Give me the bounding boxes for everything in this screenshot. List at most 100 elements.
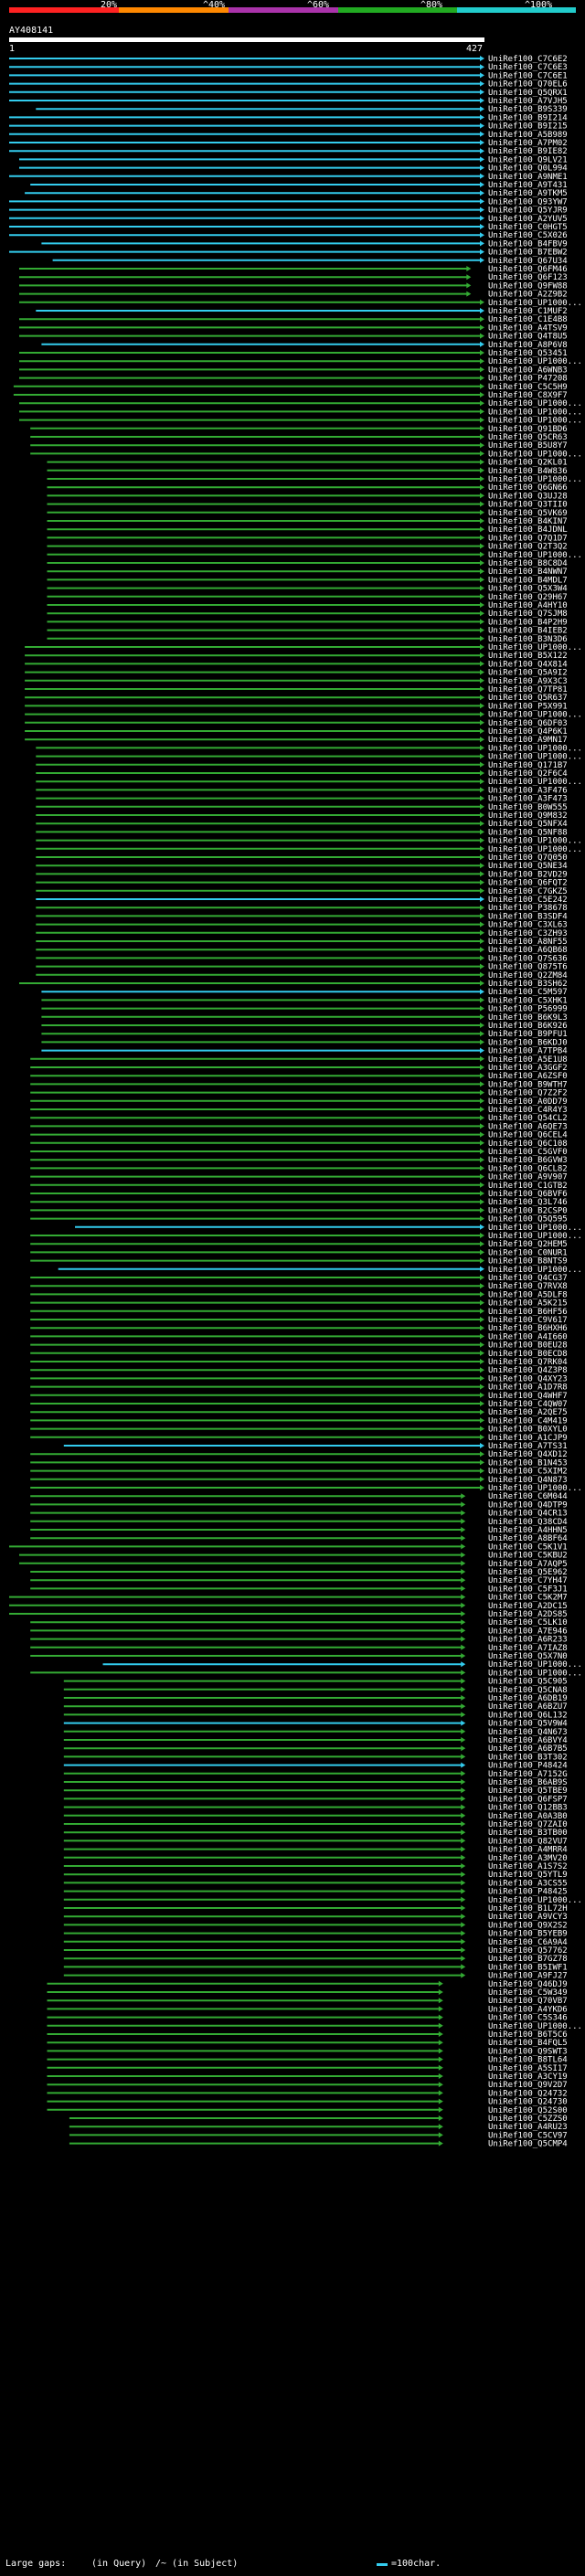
hit-label[interactable]: UniRef100_A2Z9B2 bbox=[488, 291, 568, 300]
hit-label[interactable]: UniRef100_B9PFU1 bbox=[488, 1030, 568, 1039]
hit-label[interactable]: UniRef100_UP1000... bbox=[488, 1232, 582, 1241]
hit-label[interactable]: UniRef100_B0XYL0 bbox=[488, 1426, 568, 1435]
hit-label[interactable]: UniRef100_A3F473 bbox=[488, 795, 568, 804]
hit-label[interactable]: UniRef100_Q4Z3P8 bbox=[488, 1366, 568, 1375]
hit-label[interactable]: UniRef100_B9I215 bbox=[488, 122, 568, 132]
hit-label[interactable]: UniRef100_P47208 bbox=[488, 375, 568, 384]
hit-label[interactable]: UniRef100_Q91BD6 bbox=[488, 425, 568, 434]
hit-label[interactable]: UniRef100_Q7SJM8 bbox=[488, 610, 568, 619]
hit-label[interactable]: UniRef100_UP1000... bbox=[488, 408, 582, 417]
hit-label[interactable]: UniRef100_B5U8Y7 bbox=[488, 441, 568, 451]
hit-label[interactable]: UniRef100_A7PM02 bbox=[488, 139, 568, 148]
hit-label[interactable]: UniRef100_B2CSP0 bbox=[488, 1206, 568, 1215]
hit-label[interactable]: UniRef100_B4KIN7 bbox=[488, 517, 568, 526]
hit-label[interactable]: UniRef100_Q5C905 bbox=[488, 1678, 568, 1687]
hit-label[interactable]: UniRef100_C8X9F7 bbox=[488, 391, 568, 400]
hit-label[interactable]: UniRef100_Q4CG37 bbox=[488, 1274, 568, 1283]
hit-label[interactable]: UniRef100_A9VCY3 bbox=[488, 1913, 568, 1922]
hit-label[interactable]: UniRef100_Q3TII0 bbox=[488, 501, 568, 510]
hit-label[interactable]: UniRef100_B8C8D4 bbox=[488, 559, 568, 568]
hit-label[interactable]: UniRef100_B4JDNL bbox=[488, 525, 568, 535]
hit-label[interactable]: UniRef100_B6HXH6 bbox=[488, 1324, 568, 1333]
hit-label[interactable]: UniRef100_Q9M832 bbox=[488, 811, 568, 821]
hit-label[interactable]: UniRef100_C5CV97 bbox=[488, 2131, 568, 2140]
hit-label[interactable]: UniRef100_C5XIM2 bbox=[488, 1468, 568, 1477]
hit-label[interactable]: UniRef100_P5X991 bbox=[488, 702, 568, 711]
hit-label[interactable]: UniRef100_C0NUR1 bbox=[488, 1248, 568, 1257]
hit-label[interactable]: UniRef100_Q7Q1D7 bbox=[488, 534, 568, 543]
hit-label[interactable]: UniRef100_Q2F6C4 bbox=[488, 769, 568, 779]
hit-label[interactable]: UniRef100_C5X026 bbox=[488, 231, 568, 240]
hit-label[interactable]: UniRef100_B9IE82 bbox=[488, 147, 568, 156]
hit-label[interactable]: UniRef100_Q5E962 bbox=[488, 1568, 568, 1577]
hit-label[interactable]: UniRef100_A9FJ27 bbox=[488, 1972, 568, 1981]
hit-label[interactable]: UniRef100_Q67U34 bbox=[488, 257, 568, 266]
hit-label[interactable]: UniRef100_A9NME1 bbox=[488, 173, 568, 182]
hit-label[interactable]: UniRef100_A5E1U8 bbox=[488, 1055, 568, 1065]
hit-label[interactable]: UniRef100_Q4DTP9 bbox=[488, 1500, 568, 1510]
hit-label[interactable]: UniRef100_B4W836 bbox=[488, 467, 568, 476]
hit-label[interactable]: UniRef100_Q5R637 bbox=[488, 694, 568, 703]
hit-label[interactable]: UniRef100_Q52S00 bbox=[488, 2106, 568, 2115]
hit-label[interactable]: UniRef100_Q2HEM5 bbox=[488, 1240, 568, 1249]
hit-label[interactable]: UniRef100_C3ZH93 bbox=[488, 929, 568, 938]
hit-label[interactable]: UniRef100_A2DC15 bbox=[488, 1602, 568, 1611]
hit-label[interactable]: UniRef100_Q5X7N0 bbox=[488, 1652, 568, 1661]
hit-label[interactable]: UniRef100_B8NTS9 bbox=[488, 1257, 568, 1267]
hit-label[interactable]: UniRef100_UP1000... bbox=[488, 1266, 582, 1275]
hit-label[interactable]: UniRef100_Q24730 bbox=[488, 2098, 568, 2107]
hit-label[interactable]: UniRef100_UP1000... bbox=[488, 711, 582, 720]
hit-label[interactable]: UniRef100_Q57762 bbox=[488, 1946, 568, 1956]
hit-label[interactable]: UniRef100_Q38CD4 bbox=[488, 1518, 568, 1527]
hit-label[interactable]: UniRef100_Q9FW88 bbox=[488, 281, 568, 291]
hit-label[interactable]: UniRef100_B0W555 bbox=[488, 803, 568, 812]
hit-label[interactable]: UniRef100_B9S339 bbox=[488, 105, 568, 114]
hit-label[interactable]: UniRef100_A6ZSF0 bbox=[488, 1072, 568, 1081]
hit-label[interactable]: UniRef100_C5XHK1 bbox=[488, 996, 568, 1005]
hit-label[interactable]: UniRef100_A4RU23 bbox=[488, 2123, 568, 2132]
hit-label[interactable]: UniRef100_B1N453 bbox=[488, 1458, 568, 1468]
hit-label[interactable]: UniRef100_Q2T3Q2 bbox=[488, 543, 568, 552]
hit-label[interactable]: UniRef100_Q6DF03 bbox=[488, 719, 568, 728]
hit-label[interactable]: UniRef100_UP1000... bbox=[488, 744, 582, 753]
hit-label[interactable]: UniRef100_P48424 bbox=[488, 1762, 568, 1771]
hit-label[interactable]: UniRef100_Q6F123 bbox=[488, 273, 568, 282]
hit-label[interactable]: UniRef100_Q5Q595 bbox=[488, 1215, 568, 1224]
hit-label[interactable]: UniRef100_A9TKM5 bbox=[488, 189, 568, 198]
hit-label[interactable]: UniRef100_A6DB19 bbox=[488, 1694, 568, 1703]
hit-label[interactable]: UniRef100_A8P6V8 bbox=[488, 341, 568, 350]
hit-label[interactable]: UniRef100_A7TPB4 bbox=[488, 1047, 568, 1056]
hit-label[interactable]: UniRef100_Q54CL2 bbox=[488, 1114, 568, 1123]
hit-label[interactable]: UniRef100_Q4WHF7 bbox=[488, 1392, 568, 1401]
hit-label[interactable]: UniRef100_Q6FM46 bbox=[488, 265, 568, 274]
hit-label[interactable]: UniRef100_Q7RK04 bbox=[488, 1358, 568, 1367]
hit-label[interactable]: UniRef100_Q6C108 bbox=[488, 1140, 568, 1149]
hit-label[interactable]: UniRef100_UP1000... bbox=[488, 450, 582, 459]
hit-label[interactable]: UniRef100_Q4CR13 bbox=[488, 1510, 568, 1519]
hit-label[interactable]: UniRef100_A9V907 bbox=[488, 1173, 568, 1182]
hit-label[interactable]: UniRef100_Q29H67 bbox=[488, 593, 568, 602]
hit-label[interactable]: UniRef100_A9T431 bbox=[488, 181, 568, 190]
hit-label[interactable]: UniRef100_B9I214 bbox=[488, 113, 568, 122]
hit-label[interactable]: UniRef100_Q5YJR9 bbox=[488, 207, 568, 216]
hit-label[interactable]: UniRef100_P56999 bbox=[488, 1005, 568, 1014]
hit-label[interactable]: UniRef100_B4IEB2 bbox=[488, 627, 568, 636]
hit-label[interactable]: UniRef100_Q5X3W4 bbox=[488, 585, 568, 594]
hit-label[interactable]: UniRef100_B4P2H9 bbox=[488, 618, 568, 627]
hit-label[interactable]: UniRef100_A1D7R8 bbox=[488, 1383, 568, 1393]
hit-label[interactable]: UniRef100_Q6CEL4 bbox=[488, 1131, 568, 1140]
hit-label[interactable]: UniRef100_B9WTH7 bbox=[488, 1080, 568, 1089]
hit-label[interactable]: UniRef100_Q53451 bbox=[488, 349, 568, 358]
hit-label[interactable]: UniRef100_Q6CL82 bbox=[488, 1164, 568, 1173]
hit-label[interactable]: UniRef100_Q7ZAI0 bbox=[488, 1820, 568, 1829]
hit-label[interactable]: UniRef100_B4MDL7 bbox=[488, 576, 568, 585]
hit-label[interactable]: UniRef100_C7C6E2 bbox=[488, 55, 568, 64]
hit-label[interactable]: UniRef100_Q5NF88 bbox=[488, 828, 568, 837]
hit-label[interactable]: UniRef100_B6T5C6 bbox=[488, 2030, 568, 2040]
hit-label[interactable]: UniRef100_Q7Q050 bbox=[488, 853, 568, 863]
hit-label[interactable]: UniRef100_A8NF55 bbox=[488, 938, 568, 947]
hit-label[interactable]: UniRef100_Q9V2D7 bbox=[488, 2081, 568, 2090]
hit-label[interactable]: UniRef100_B3SH62 bbox=[488, 980, 568, 989]
hit-label[interactable]: UniRef100_Q7Z2F2 bbox=[488, 1089, 568, 1098]
hit-label[interactable]: UniRef100_B4FBV9 bbox=[488, 239, 568, 249]
